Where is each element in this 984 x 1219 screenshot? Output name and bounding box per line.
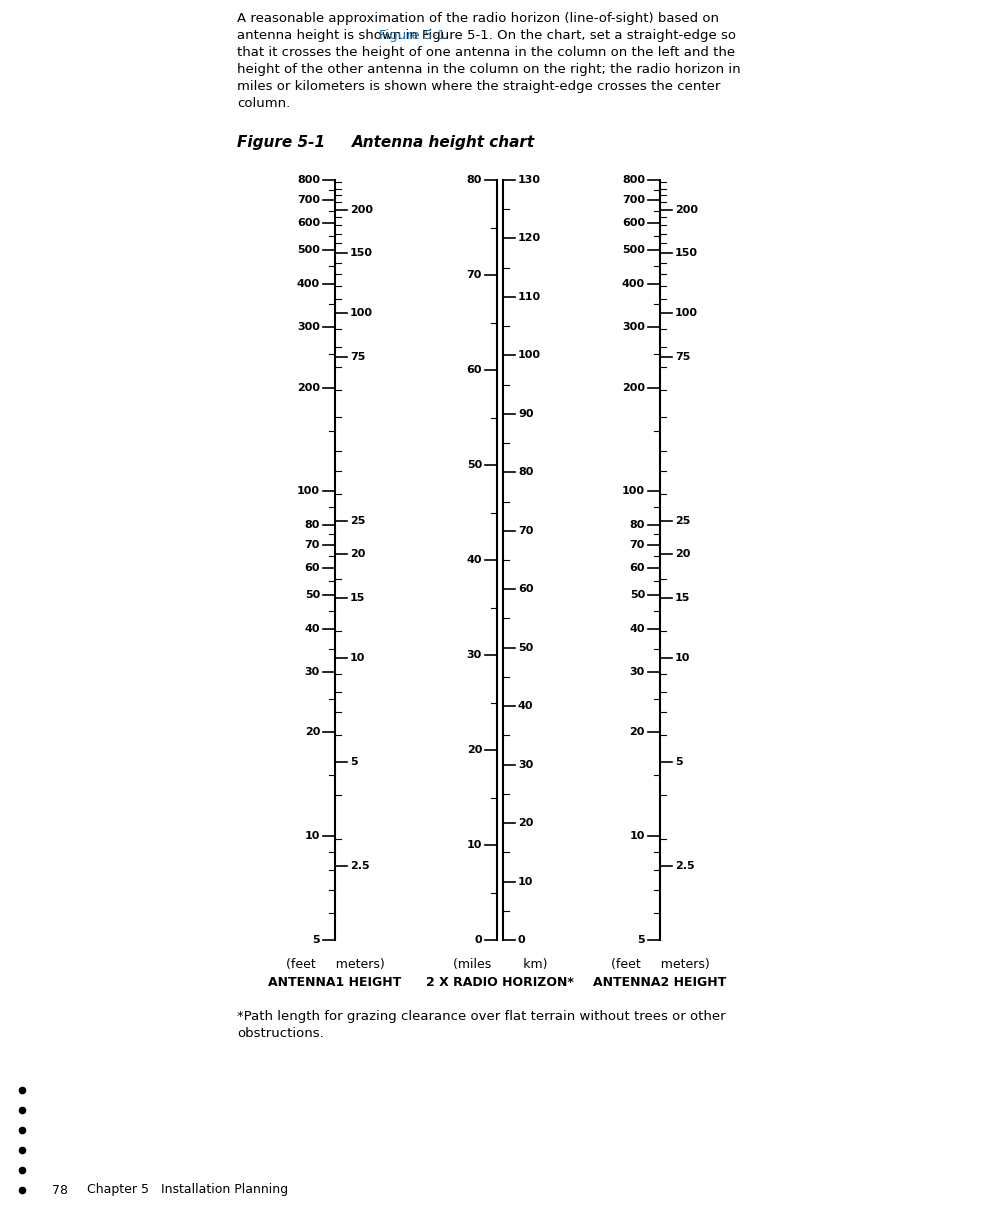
Text: ANTENNA1 HEIGHT: ANTENNA1 HEIGHT	[269, 976, 401, 989]
Text: 20: 20	[466, 745, 482, 755]
Text: 15: 15	[675, 592, 691, 602]
Text: 100: 100	[518, 350, 541, 361]
Text: 40: 40	[466, 555, 482, 564]
Text: 110: 110	[518, 291, 541, 302]
Text: 70: 70	[466, 269, 482, 280]
Text: 80: 80	[305, 519, 320, 530]
Text: 150: 150	[675, 247, 698, 257]
Text: obstructions.: obstructions.	[237, 1026, 324, 1040]
Text: 10: 10	[466, 840, 482, 850]
Text: 60: 60	[466, 364, 482, 375]
Text: 400: 400	[297, 279, 320, 289]
Text: 78: 78	[52, 1184, 68, 1197]
Text: 75: 75	[350, 351, 365, 362]
Text: 25: 25	[675, 516, 691, 527]
Text: 600: 600	[297, 218, 320, 228]
Text: 100: 100	[350, 308, 373, 318]
Text: 130: 130	[518, 176, 541, 185]
Text: 10: 10	[630, 831, 645, 841]
Text: 5: 5	[638, 935, 645, 945]
Text: 70: 70	[305, 540, 320, 550]
Text: 300: 300	[622, 322, 645, 332]
Text: 2 X RADIO HORIZON*: 2 X RADIO HORIZON*	[426, 976, 574, 989]
Text: 500: 500	[297, 245, 320, 256]
Text: 90: 90	[518, 408, 533, 419]
Text: 5: 5	[350, 757, 357, 767]
Text: height of the other antenna in the column on the right; the radio horizon in: height of the other antenna in the colum…	[237, 63, 741, 76]
Text: Figure 5-1: Figure 5-1	[237, 135, 325, 150]
Text: 200: 200	[350, 205, 373, 215]
Text: *Path length for grazing clearance over flat terrain without trees or other: *Path length for grazing clearance over …	[237, 1011, 725, 1023]
Text: 75: 75	[675, 351, 691, 362]
Text: that it crosses the height of one antenna in the column on the left and the: that it crosses the height of one antenn…	[237, 46, 735, 59]
Text: 40: 40	[304, 624, 320, 634]
Text: column.: column.	[237, 98, 290, 110]
Text: 20: 20	[675, 550, 691, 560]
Text: 5: 5	[675, 757, 683, 767]
Text: 80: 80	[518, 467, 533, 478]
Text: 800: 800	[622, 176, 645, 185]
Text: 0: 0	[518, 935, 525, 945]
Text: 200: 200	[622, 383, 645, 393]
Text: 30: 30	[305, 667, 320, 677]
Text: 800: 800	[297, 176, 320, 185]
Text: 100: 100	[297, 486, 320, 496]
Text: 10: 10	[350, 653, 365, 663]
Text: 100: 100	[622, 486, 645, 496]
Text: 70: 70	[518, 525, 533, 536]
Text: 400: 400	[622, 279, 645, 289]
Text: 700: 700	[297, 195, 320, 205]
Text: 60: 60	[304, 563, 320, 573]
Text: 150: 150	[350, 247, 373, 257]
Text: Antenna height chart: Antenna height chart	[352, 135, 535, 150]
Text: 20: 20	[350, 550, 365, 560]
Text: 50: 50	[630, 590, 645, 600]
Text: 25: 25	[350, 516, 365, 527]
Text: 60: 60	[630, 563, 645, 573]
Text: 600: 600	[622, 218, 645, 228]
Text: 100: 100	[675, 308, 698, 318]
Text: miles or kilometers is shown where the straight-edge crosses the center: miles or kilometers is shown where the s…	[237, 80, 720, 93]
Text: 120: 120	[518, 234, 541, 244]
Text: (miles        km): (miles km)	[453, 958, 547, 972]
Text: 50: 50	[466, 460, 482, 471]
Text: 20: 20	[305, 728, 320, 737]
Text: 20: 20	[518, 818, 533, 828]
Text: 30: 30	[466, 650, 482, 659]
Text: (feet     meters): (feet meters)	[611, 958, 709, 972]
Text: 2.5: 2.5	[675, 861, 695, 870]
Text: 10: 10	[305, 831, 320, 841]
Text: 40: 40	[630, 624, 645, 634]
Text: Chapter 5   Installation Planning: Chapter 5 Installation Planning	[87, 1184, 288, 1197]
Text: ANTENNA2 HEIGHT: ANTENNA2 HEIGHT	[593, 976, 726, 989]
Text: 200: 200	[675, 205, 698, 215]
Text: A reasonable approximation of the radio horizon (line-of-sight) based on: A reasonable approximation of the radio …	[237, 12, 719, 26]
Text: 2.5: 2.5	[350, 861, 370, 870]
Text: 80: 80	[630, 519, 645, 530]
Text: 10: 10	[518, 876, 533, 886]
Text: (feet     meters): (feet meters)	[285, 958, 385, 972]
Text: 30: 30	[518, 759, 533, 769]
Text: 40: 40	[518, 701, 533, 711]
Text: 50: 50	[305, 590, 320, 600]
Text: 300: 300	[297, 322, 320, 332]
Text: 50: 50	[518, 642, 533, 652]
Text: antenna height is shown in Figure 5-1. On the chart, set a straight-edge so: antenna height is shown in Figure 5-1. O…	[237, 29, 736, 41]
Text: 70: 70	[630, 540, 645, 550]
Text: 5: 5	[312, 935, 320, 945]
Text: 200: 200	[297, 383, 320, 393]
Text: 500: 500	[622, 245, 645, 256]
Text: 15: 15	[350, 592, 365, 602]
Text: 20: 20	[630, 728, 645, 737]
Text: 700: 700	[622, 195, 645, 205]
Text: 30: 30	[630, 667, 645, 677]
Text: 10: 10	[675, 653, 691, 663]
Text: 80: 80	[466, 176, 482, 185]
Text: 60: 60	[518, 584, 533, 594]
Text: Figure 5-1: Figure 5-1	[379, 29, 446, 41]
Text: 0: 0	[474, 935, 482, 945]
